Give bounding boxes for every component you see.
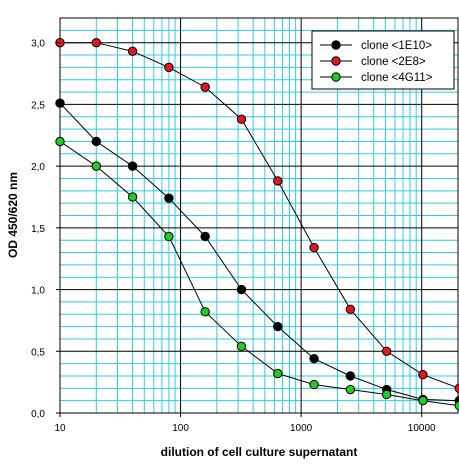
x-tick-label: 100 xyxy=(172,423,189,434)
x-tick-label: 10 xyxy=(54,423,66,434)
data-point xyxy=(200,231,210,242)
data-point xyxy=(309,242,319,253)
data-point xyxy=(454,383,459,394)
y-tick-label: 1,5 xyxy=(31,224,45,235)
data-point xyxy=(236,284,247,295)
data-point xyxy=(55,136,65,147)
plot-frame xyxy=(59,17,459,414)
data-point xyxy=(309,379,319,390)
axes xyxy=(59,17,459,414)
data-point xyxy=(164,62,174,73)
data-point xyxy=(418,370,428,380)
legend-label: clone <1E10> xyxy=(361,40,432,52)
data-point xyxy=(127,192,138,202)
data-point xyxy=(309,353,319,364)
data-point xyxy=(91,136,101,147)
series-points xyxy=(55,37,459,411)
data-point xyxy=(381,389,392,400)
series-line-2 xyxy=(60,42,459,389)
data-point xyxy=(236,114,247,124)
tick-labels: 10 100 1000 10000 0,0 0,5 1,0 1,5 2,0 2,5 3,0 xyxy=(31,39,436,434)
data-point xyxy=(345,384,356,395)
data-point xyxy=(164,193,174,203)
data-point xyxy=(454,400,459,411)
data-point xyxy=(200,307,210,317)
data-point xyxy=(55,98,65,108)
legend-label: clone <4G11> xyxy=(361,72,433,84)
y-tick-label: 1,0 xyxy=(31,286,45,297)
data-point xyxy=(273,176,283,186)
legend-label: clone <2E8> xyxy=(361,56,426,68)
data-point xyxy=(127,161,138,171)
data-point xyxy=(381,346,392,356)
legend-marker xyxy=(331,56,341,66)
data-point xyxy=(200,82,210,92)
data-point xyxy=(273,368,283,379)
data-point xyxy=(345,371,356,381)
y-tick-label: 0,0 xyxy=(31,409,45,420)
x-tick-label: 1000 xyxy=(290,423,313,434)
data-point xyxy=(236,341,247,352)
x-tick-label: 10000 xyxy=(408,423,436,434)
data-point xyxy=(164,231,174,242)
series-lines xyxy=(59,42,459,407)
y-tick-label: 3,0 xyxy=(31,39,45,50)
legend: clone <1E10> clone <2E8> clone <4G11> xyxy=(311,30,455,90)
y-tick-label: 0,5 xyxy=(31,347,45,358)
y-tick-label: 2,5 xyxy=(31,100,45,111)
series-line-3 xyxy=(59,140,459,407)
data-point xyxy=(345,304,356,315)
legend-marker xyxy=(331,40,341,50)
x-axis-title: dilution of cell culture supernatant xyxy=(161,445,358,459)
data-point xyxy=(418,395,428,406)
data-point xyxy=(273,321,283,332)
y-axis-title: OD 450/620 nm xyxy=(6,172,20,258)
legend-marker xyxy=(331,72,341,82)
data-point xyxy=(91,37,101,48)
y-tick-label: 2,0 xyxy=(31,162,45,173)
series-line-1 xyxy=(59,102,459,402)
data-point xyxy=(127,46,138,57)
data-point xyxy=(91,161,101,171)
